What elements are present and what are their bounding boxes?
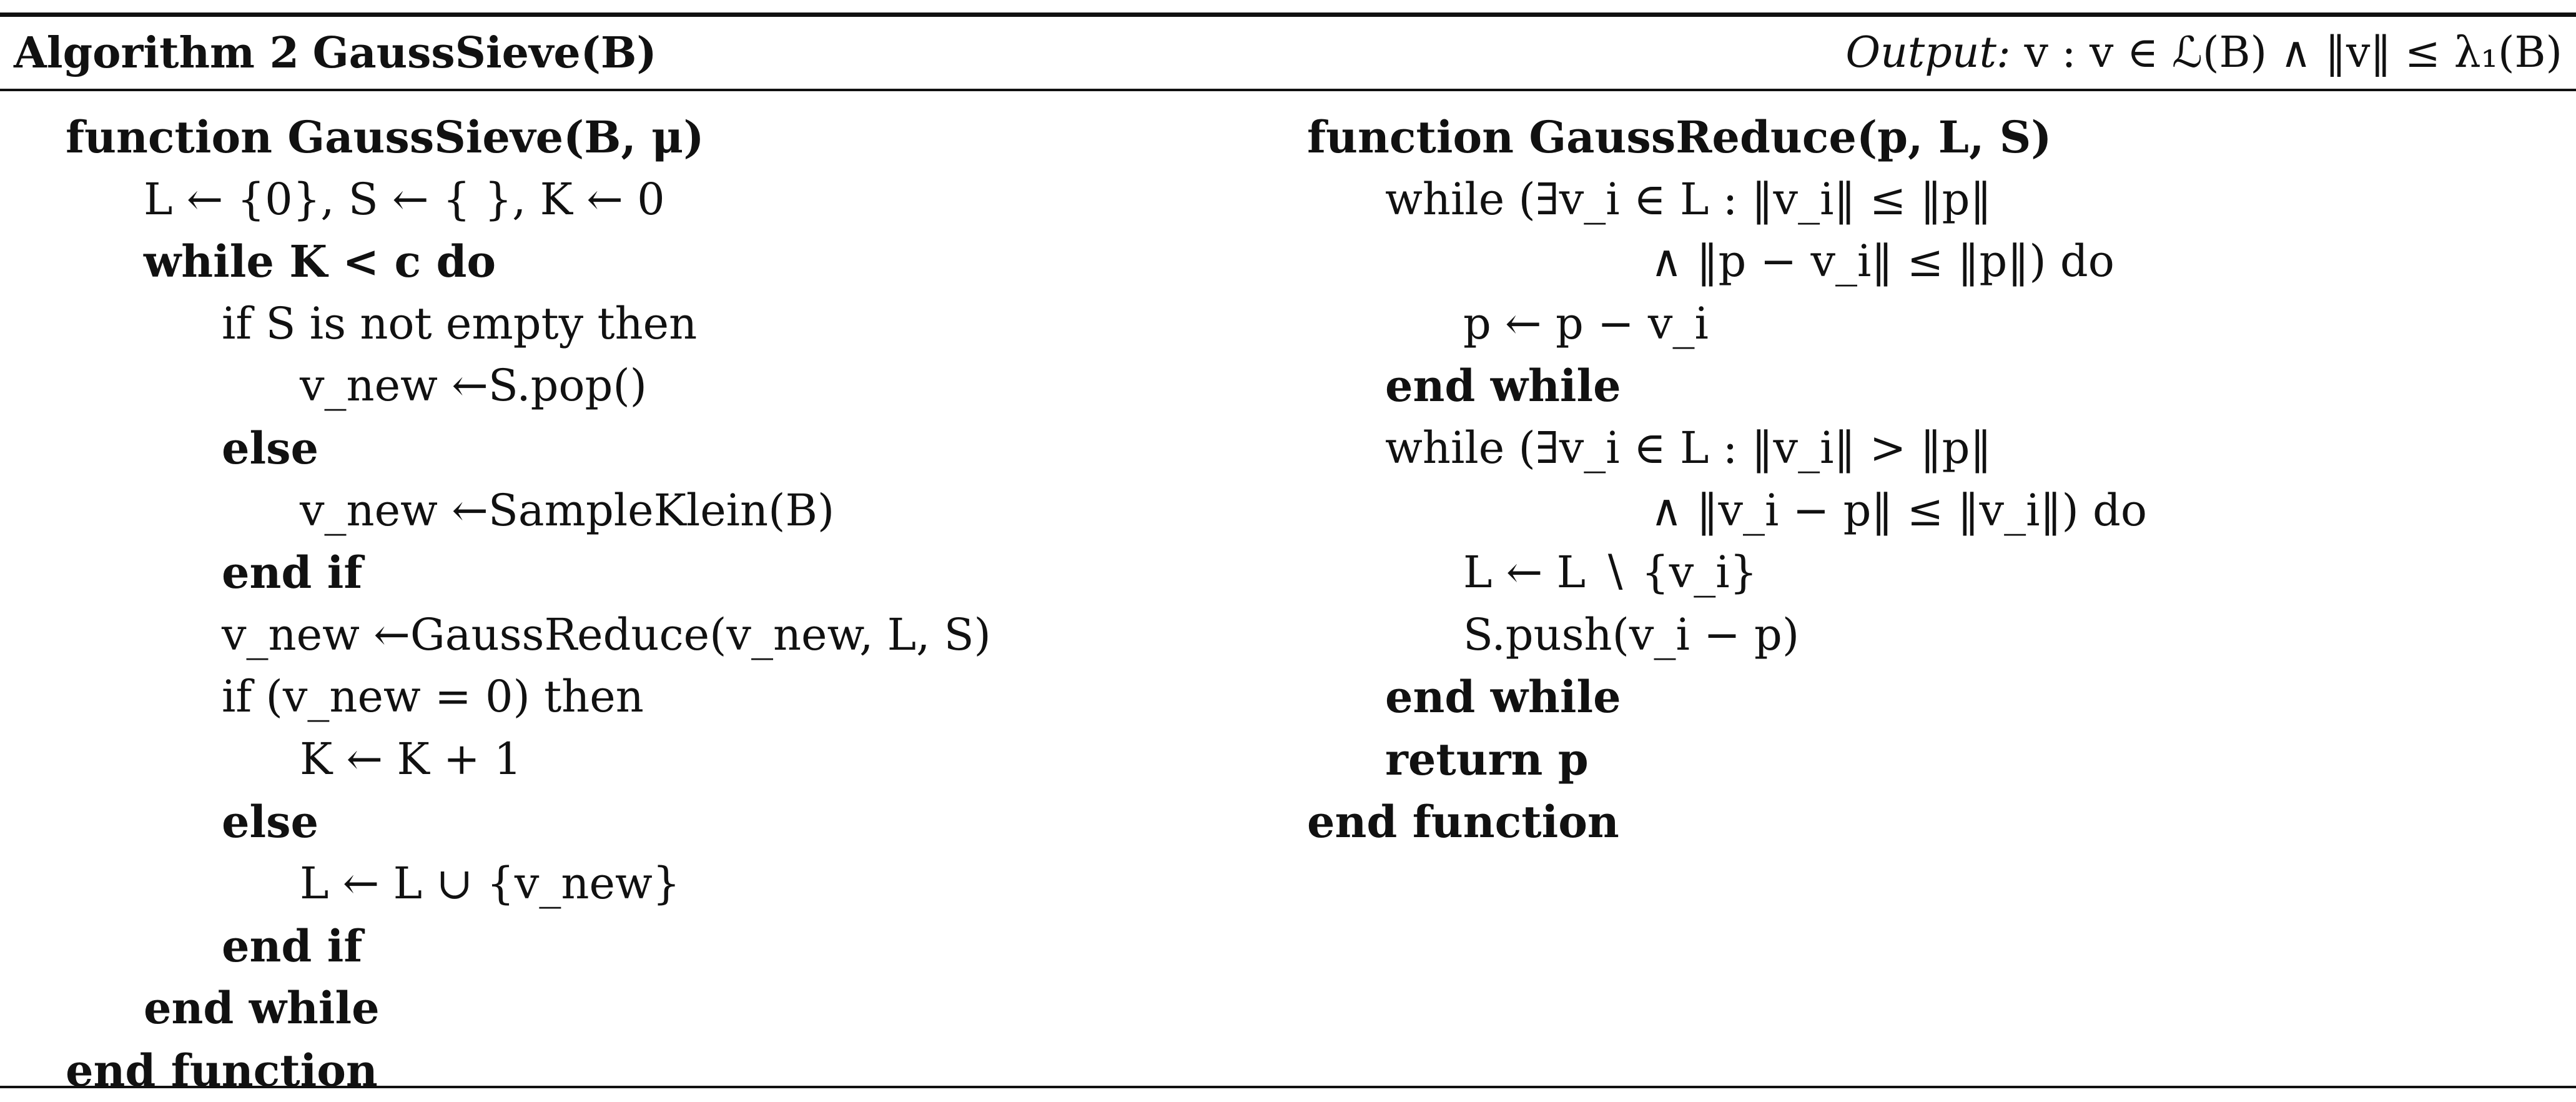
- code-line: v_new ←SampleKlein(B): [300, 484, 835, 536]
- bottom-rule: [0, 1086, 2576, 1088]
- algorithm-name: GaussSieve(B): [312, 27, 657, 78]
- code-line: v_new ←S.pop(): [300, 360, 647, 412]
- code-line: S.push(v_i − p): [1463, 608, 1800, 660]
- code-line: end function: [66, 1044, 378, 1096]
- code-line: end if: [222, 920, 363, 972]
- algorithm-header: Algorithm 2 GaussSieve(B) Output: v : v …: [14, 17, 2562, 89]
- code-line: L ← L ∪ {v_new}: [300, 858, 681, 910]
- code-line: while K < c do: [144, 236, 496, 288]
- algorithm-block: Algorithm 2 GaussSieve(B) Output: v : v …: [0, 12, 2576, 1096]
- code-line: return p: [1385, 733, 1589, 785]
- code-line: end while: [1385, 360, 1621, 412]
- output-label: Output:: [1845, 28, 2011, 77]
- code-line: else: [222, 422, 319, 474]
- code-line: function GaussReduce(p, L, S): [1307, 111, 2052, 163]
- header-rule: [0, 89, 2576, 91]
- algorithm-title: Algorithm 2 GaussSieve(B): [14, 28, 657, 78]
- code-line: if (v_new = 0) then: [222, 671, 644, 723]
- output-text: v : v ∈ ℒ(B) ∧ ‖v‖ ≤ λ₁(B): [2024, 28, 2562, 77]
- code-line: ∧ ‖v_i − p‖ ≤ ‖v_i‖) do: [1651, 484, 2147, 536]
- code-line: ∧ ‖p − v_i‖ ≤ ‖p‖) do: [1651, 236, 2115, 287]
- code-line: while (∃v_i ∈ L : ‖v_i‖ ≤ ‖p‖: [1385, 173, 1992, 225]
- code-line: v_new ←GaussReduce(v_new, L, S): [222, 608, 991, 660]
- top-rule: [0, 12, 2576, 17]
- code-line: function GaussSieve(B, μ): [66, 111, 704, 163]
- code-line: else: [222, 795, 319, 848]
- code-line: K ← K + 1: [300, 733, 522, 785]
- gauss-sieve-function: function GaussSieve(B, μ) L ← {0}, S ← {…: [66, 106, 991, 1102]
- gauss-reduce-function: function GaussReduce(p, L, S) while (∃v_…: [1307, 106, 2147, 853]
- algorithm-label: Algorithm 2: [14, 27, 299, 78]
- code-line: while (∃v_i ∈ L : ‖v_i‖ > ‖p‖: [1385, 422, 1992, 474]
- code-line: L ← {0}, S ← { }, K ← 0: [144, 173, 665, 225]
- code-line: end if: [222, 547, 363, 599]
- algorithm-output: Output: v : v ∈ ℒ(B) ∧ ‖v‖ ≤ λ₁(B): [1845, 28, 2562, 77]
- code-line: end function: [1307, 795, 1619, 848]
- code-line: if S is not empty then: [222, 297, 698, 349]
- code-line: p ← p − v_i: [1463, 297, 1709, 349]
- code-line: L ← L ∖ {v_i}: [1463, 547, 1758, 598]
- code-line: end while: [144, 982, 380, 1035]
- code-line: end while: [1385, 671, 1621, 723]
